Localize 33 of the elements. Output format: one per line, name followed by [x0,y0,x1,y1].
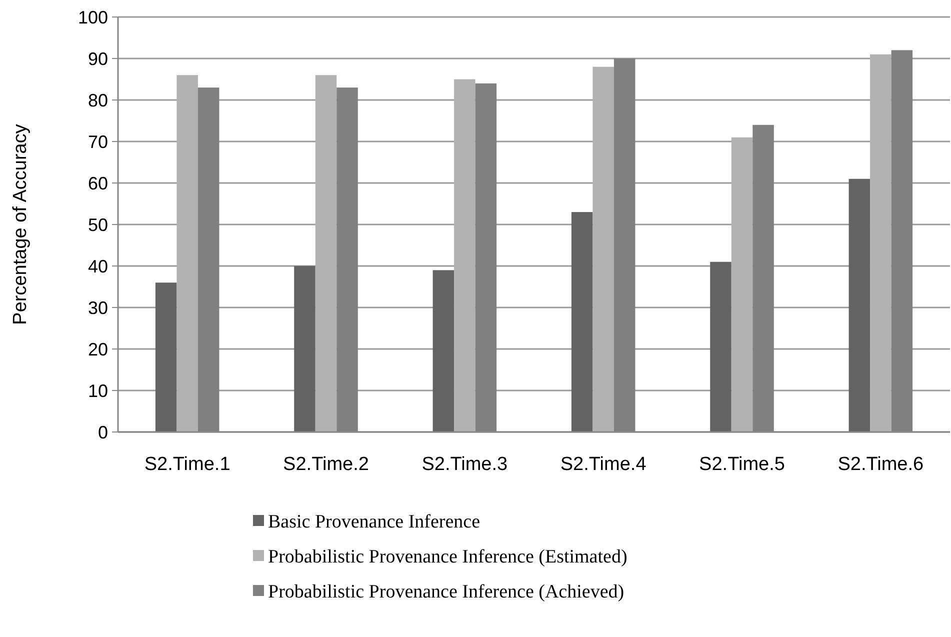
bar [848,178,870,432]
y-axis-title: Percentage of Accuracy [10,124,31,325]
x-tick-label: S2.Time.5 [699,454,785,475]
bar [432,270,454,432]
legend-label: Probabilistic Provenance Inference (Achieved) [268,582,624,603]
y-tick-label: 60 [88,173,108,194]
bar [176,75,198,432]
x-tick-label: S2.Time.6 [838,454,924,475]
x-tick-label: S2.Time.2 [283,454,369,475]
y-tick-label: 20 [88,339,108,360]
bar [155,282,177,432]
y-tick-label: 80 [88,90,108,110]
y-tick-label: 50 [88,214,108,235]
legend-label: Probabilistic Provenance Inference (Estimated) [268,546,628,568]
bar [870,54,892,432]
bar [315,75,337,432]
bar [571,212,593,432]
y-tick-label: 90 [88,48,108,69]
bar [710,262,732,432]
bar [592,66,614,432]
y-tick-label: 30 [88,298,108,318]
legend-label: Basic Provenance Inference [268,512,480,533]
bar [731,137,753,432]
bar [454,79,476,432]
x-tick-label: S2.Time.1 [144,454,230,475]
x-tick-label: S2.Time.4 [560,454,647,475]
x-tick-label: S2.Time.3 [422,454,508,475]
bar [294,266,316,432]
y-tick-label: 0 [98,422,108,442]
y-tick-label: 100 [78,7,108,28]
y-tick-label: 70 [88,132,108,152]
y-tick-label: 40 [88,256,108,276]
y-tick-label: 10 [88,380,108,401]
